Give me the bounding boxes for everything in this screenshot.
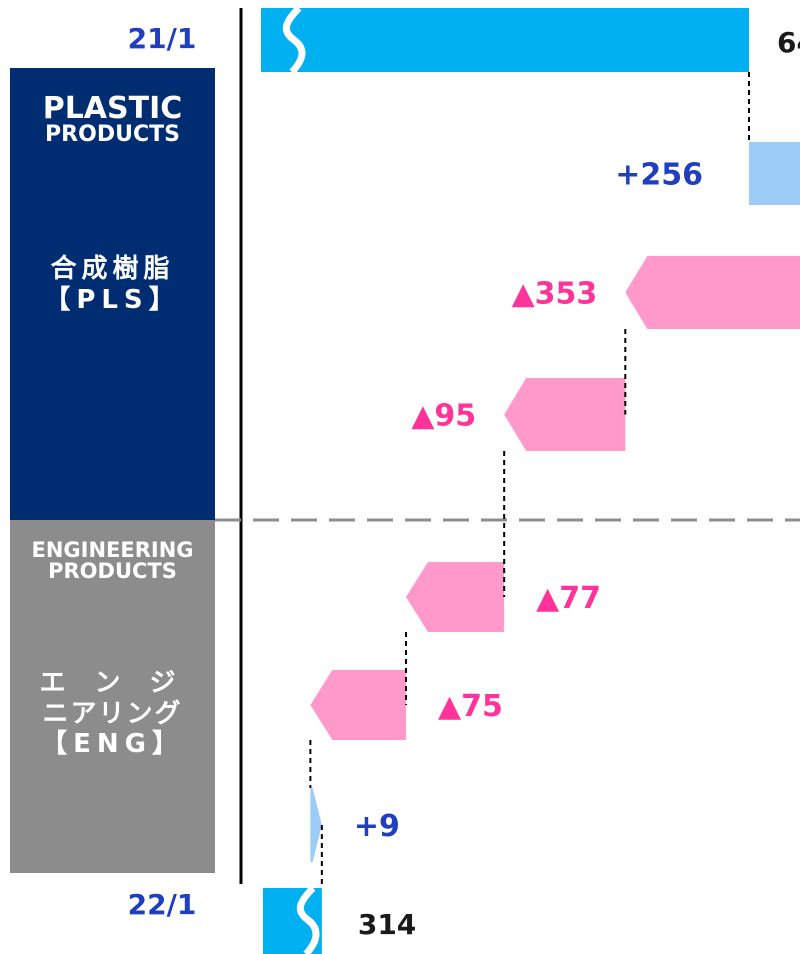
eng-english-line1: ENGINEERING — [31, 538, 194, 562]
eng-japanese-line2: ニアリング — [42, 698, 183, 729]
eng-english-name: ENGINEERING PRODUCTS — [10, 540, 215, 582]
eng-japanese-line3: 【ENG】 — [41, 729, 184, 760]
pls-japanese-line1: 合成樹脂 — [50, 254, 175, 284]
end-period-label: 22/1 — [127, 888, 197, 921]
change-bar-6 — [310, 788, 322, 862]
start-total-value-label: 649 — [777, 26, 800, 59]
change-bar-5 — [310, 670, 406, 740]
change-bar-3 — [504, 378, 626, 451]
eng-segment-panel: ENGINEERING PRODUCTS エ ン ジ ニアリング 【ENG】 — [10, 520, 215, 873]
pls-segment-panel: PLASTIC PRODUCTS 合成樹脂 【PLS】 — [10, 68, 215, 520]
eng-english-line2: PRODUCTS — [48, 559, 177, 583]
pls-japanese-name: 合成樹脂 【PLS】 — [10, 254, 215, 315]
change-bar-1 — [748, 142, 800, 205]
start-total-bar — [261, 8, 749, 72]
end-total-value-label: 314 — [358, 908, 416, 941]
change-bar-4 — [406, 562, 505, 632]
pls-japanese-line2: 【PLS】 — [44, 284, 181, 315]
start-period-label: 21/1 — [127, 22, 197, 55]
change-value-label-2: ▲353 — [512, 277, 598, 312]
start-axis-break-icon — [282, 5, 306, 75]
pls-english-name: PLASTIC PRODUCTS — [10, 94, 215, 146]
change-value-label-3: ▲95 — [411, 399, 476, 434]
pls-english-line2: PRODUCTS — [45, 122, 180, 147]
end-axis-break-icon — [296, 885, 320, 954]
eng-japanese-name: エ ン ジ ニアリング 【ENG】 — [10, 668, 215, 760]
change-value-label-4: ▲77 — [536, 581, 601, 616]
change-value-label-6: +9 — [354, 809, 400, 844]
change-bar-2 — [625, 256, 800, 329]
pls-english-line1: PLASTIC — [42, 91, 183, 126]
change-value-label-1: +256 — [615, 158, 703, 193]
change-value-label-5: ▲75 — [438, 689, 503, 724]
eng-japanese-line1: エ ン ジ — [39, 668, 186, 698]
